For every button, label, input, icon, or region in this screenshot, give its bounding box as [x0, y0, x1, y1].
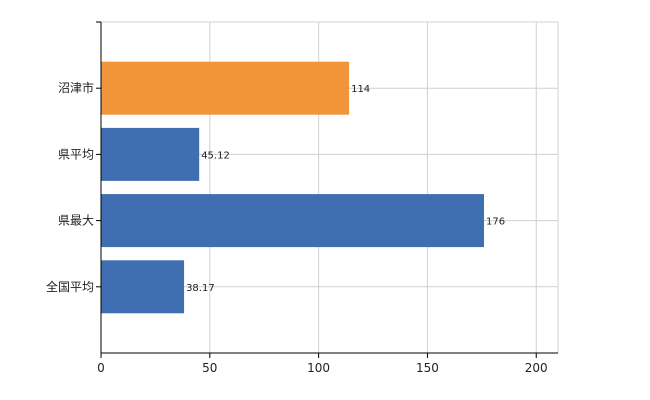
y-tick-label: 県最大	[58, 214, 94, 228]
bar	[101, 127, 200, 181]
x-tick-label: 0	[97, 361, 105, 375]
bars	[101, 61, 485, 314]
bar-value-label: 176	[486, 217, 505, 228]
x-tick-label: 50	[202, 361, 217, 375]
x-tick-label: 100	[307, 361, 330, 375]
y-tick-label: 全国平均	[46, 279, 94, 294]
x-tick-label: 200	[525, 361, 548, 375]
bar-value-label: 45.12	[201, 150, 230, 161]
axes	[96, 21, 558, 358]
x-tick-label: 150	[416, 361, 439, 375]
bar-value-label: 38.17	[186, 283, 215, 294]
bar	[101, 61, 350, 115]
y-tick-label: 県平均	[58, 147, 94, 161]
bar	[101, 194, 485, 248]
bar-value-label: 114	[351, 84, 370, 95]
bar	[101, 260, 185, 314]
y-tick-label: 沼津市	[58, 80, 94, 95]
